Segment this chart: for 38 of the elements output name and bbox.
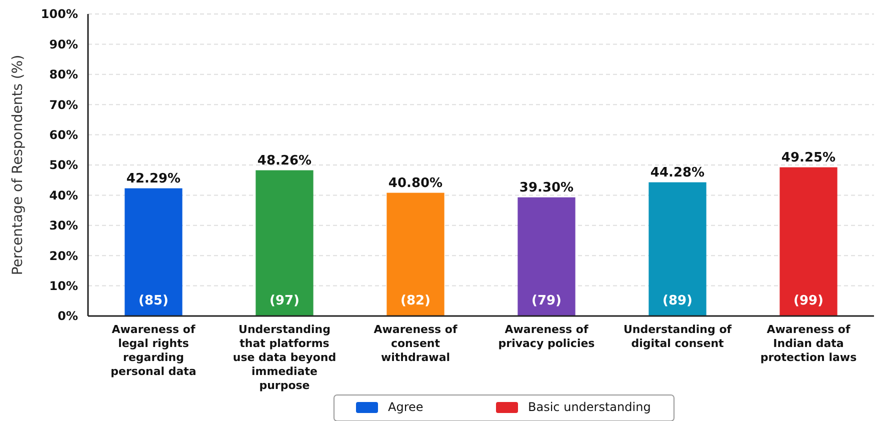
x-tick-label: Understanding of digital consent [623,323,732,350]
bar [518,197,576,316]
y-tick-label: 40% [49,188,78,202]
y-tick-label: 80% [49,68,78,82]
annotation: (97) [270,294,300,309]
annotation: (99) [794,294,824,309]
legend-label: Agree [388,400,424,414]
y-tick-label: 10% [49,279,78,293]
y-tick-label: 60% [49,128,78,142]
x-tick-label: Awareness of legal rights regarding personal data [110,323,196,378]
y-tick-label: 70% [49,98,78,112]
annotation: (82) [400,294,430,309]
y-tick-label: 90% [49,37,78,52]
x-tick-label: Understanding that platforms use data beyond immediate purpose [232,323,336,392]
bar [256,170,314,316]
bar [648,182,706,316]
x-tick-label: Awareness of consent withdrawal [374,323,458,364]
y-tick-label: 50% [49,158,78,172]
bar [386,192,444,316]
data-label: 42.29% [126,171,181,186]
bar [124,188,182,316]
data-label: 48.26% [257,153,312,168]
data-label: 49.25% [781,150,836,166]
y-tick-label: 0% [58,309,78,324]
bar [780,167,838,316]
data-label: 44.28% [650,165,705,180]
data-label: 40.80% [388,176,443,191]
x-tick-label: Awareness of privacy policies [498,323,596,350]
x-tick-label: Awareness of Indian data protection laws [760,323,858,364]
legend-label: Basic understanding [528,400,651,414]
data-label: 39.30% [519,180,574,196]
y-tick-label: 20% [49,248,78,263]
y-tick-label: 100% [40,7,78,22]
annotation: (79) [532,294,562,309]
annotation: (85) [138,294,168,309]
annotation: (89) [662,294,692,309]
y-axis-title: Percentage of Respondents (%) [10,54,26,276]
y-tick-label: 30% [49,218,78,233]
